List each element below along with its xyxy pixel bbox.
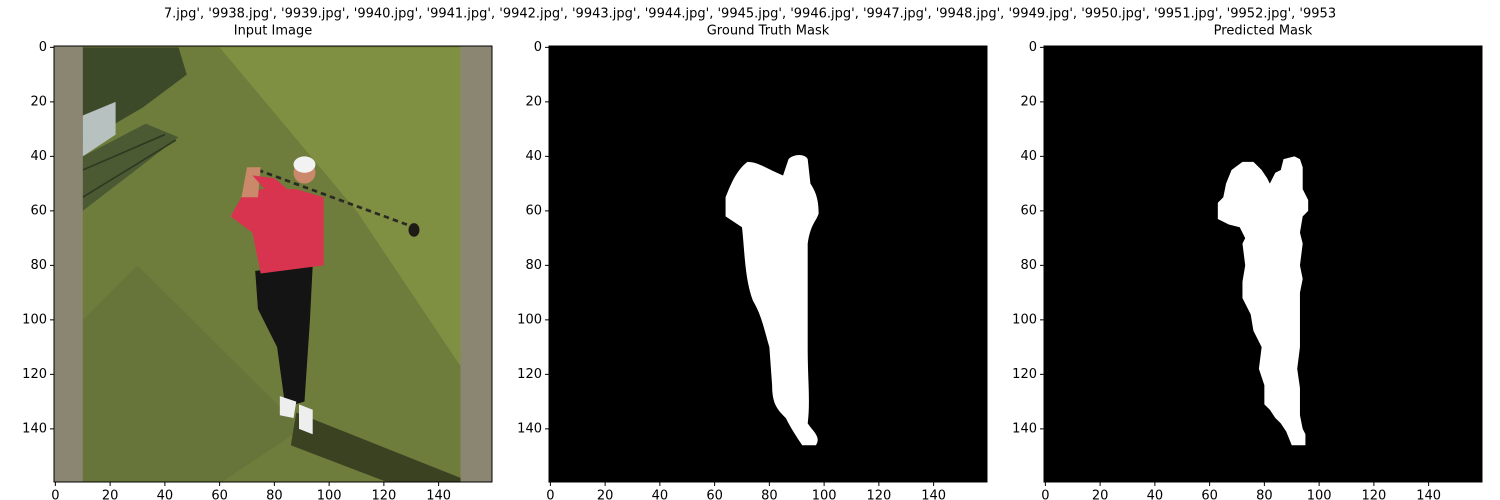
x-tick-label: 80 bbox=[761, 489, 778, 500]
predicted-mask bbox=[1044, 46, 1482, 482]
y-tick-label: 140 bbox=[517, 421, 542, 436]
x-tick-label: 120 bbox=[371, 489, 396, 500]
x-tick-label: 40 bbox=[652, 489, 669, 500]
x-tick-label: 20 bbox=[1092, 489, 1109, 500]
y-tick-label: 120 bbox=[22, 367, 47, 382]
y-tick-label: 60 bbox=[525, 203, 542, 218]
y-tick-label: 120 bbox=[517, 367, 542, 382]
y-tick-label: 100 bbox=[1012, 312, 1037, 327]
x-tick-label: 100 bbox=[812, 489, 837, 500]
panel-title: Ground Truth Mask bbox=[707, 24, 830, 39]
panel-title: Input Image bbox=[234, 24, 313, 39]
x-tick-label: 40 bbox=[1147, 489, 1164, 500]
x-tick-label: 0 bbox=[1041, 489, 1049, 500]
x-tick-label: 120 bbox=[866, 489, 891, 500]
y-tick-label: 20 bbox=[30, 94, 47, 109]
y-tick-label: 0 bbox=[534, 40, 542, 55]
y-tick-label: 80 bbox=[1020, 258, 1037, 273]
x-tick-label: 140 bbox=[426, 489, 451, 500]
x-tick-label: 0 bbox=[51, 489, 59, 500]
ground-truth-mask bbox=[549, 46, 987, 482]
x-tick-label: 60 bbox=[211, 489, 228, 500]
axes-frame bbox=[548, 45, 988, 483]
x-tick-label: 20 bbox=[597, 489, 614, 500]
y-tick-label: 0 bbox=[39, 40, 47, 55]
x-tick-label: 80 bbox=[1256, 489, 1273, 500]
y-tick-label: 140 bbox=[22, 421, 47, 436]
y-tick-label: 100 bbox=[517, 312, 542, 327]
y-tick-label: 20 bbox=[1020, 94, 1037, 109]
x-tick-label: 40 bbox=[157, 489, 174, 500]
x-tick-label: 60 bbox=[1201, 489, 1218, 500]
figure-title: 7.jpg', '9938.jpg', '9939.jpg', '9940.jp… bbox=[164, 7, 1336, 22]
input-image bbox=[54, 46, 492, 482]
y-tick-label: 140 bbox=[1012, 421, 1037, 436]
x-tick-label: 80 bbox=[266, 489, 283, 500]
x-tick-label: 60 bbox=[706, 489, 723, 500]
x-tick-label: 0 bbox=[546, 489, 554, 500]
y-tick-label: 120 bbox=[1012, 367, 1037, 382]
y-tick-label: 60 bbox=[30, 203, 47, 218]
axes-frame bbox=[1043, 45, 1483, 483]
x-tick-label: 20 bbox=[102, 489, 119, 500]
y-tick-label: 40 bbox=[525, 149, 542, 164]
y-tick-label: 40 bbox=[30, 149, 47, 164]
x-tick-label: 100 bbox=[317, 489, 342, 500]
y-tick-label: 20 bbox=[525, 94, 542, 109]
y-tick-label: 40 bbox=[1020, 149, 1037, 164]
x-tick-label: 140 bbox=[1416, 489, 1441, 500]
axes-frame bbox=[53, 45, 493, 483]
panel-title: Predicted Mask bbox=[1214, 24, 1313, 39]
x-tick-label: 100 bbox=[1307, 489, 1332, 500]
x-tick-label: 120 bbox=[1361, 489, 1386, 500]
y-tick-label: 0 bbox=[1029, 40, 1037, 55]
y-tick-label: 60 bbox=[1020, 203, 1037, 218]
y-tick-label: 100 bbox=[22, 312, 47, 327]
x-tick-label: 140 bbox=[921, 489, 946, 500]
y-tick-label: 80 bbox=[525, 258, 542, 273]
y-tick-label: 80 bbox=[30, 258, 47, 273]
